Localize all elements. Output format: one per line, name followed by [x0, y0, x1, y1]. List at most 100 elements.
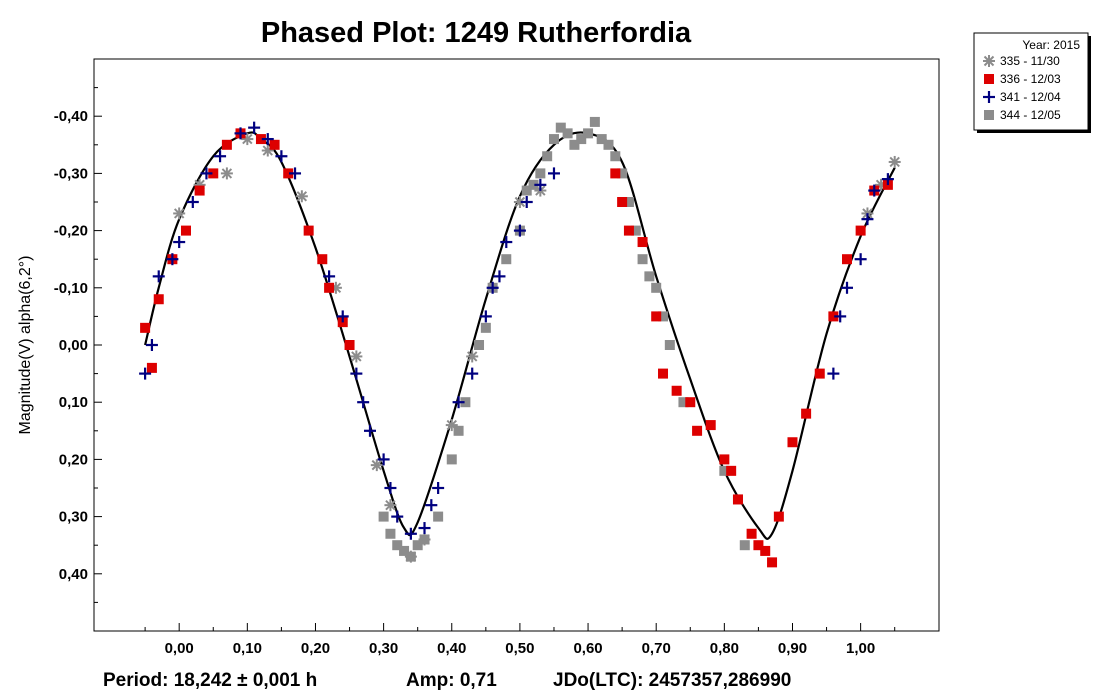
data-point — [474, 340, 485, 350]
data-point — [521, 185, 532, 196]
data-point — [854, 253, 867, 266]
x-tick-label: 0,00 — [165, 640, 194, 657]
y-axis: -0,40 -0,30 -0,20 -0,10 0,00 0,10 0,20 0,30 0,40 — [54, 87, 102, 603]
data-point — [623, 225, 634, 236]
data-point — [166, 253, 179, 266]
y-tick-label: -0,20 — [54, 223, 88, 240]
data-point — [445, 419, 458, 432]
x-tick-label: 0,50 — [505, 640, 534, 657]
data-point — [404, 550, 417, 563]
data-point — [651, 282, 662, 293]
footer-period: Period: 18,242 ± 0,001 h — [103, 670, 317, 691]
data-point — [760, 545, 771, 556]
legend: Year: 2015 335 - 11/30 336 - 12/03 341 - 1… — [973, 32, 1091, 133]
legend-header: Year: 2015 — [1022, 38, 1080, 52]
x-tick-label: 1,00 — [846, 640, 875, 657]
legend-label: 341 - 12/04 — [1000, 90, 1061, 104]
data-point — [377, 453, 390, 466]
data-point — [596, 134, 607, 145]
data-point — [194, 185, 205, 196]
data-point — [589, 116, 600, 127]
data-point — [855, 225, 866, 236]
y-tick-label: -0,40 — [54, 108, 88, 125]
data-point — [753, 540, 764, 551]
data-point — [392, 540, 403, 551]
data-point — [637, 254, 648, 265]
data-point — [248, 121, 261, 134]
data-point — [671, 385, 682, 396]
data-point — [732, 494, 743, 505]
legend-label: 335 - 11/30 — [1000, 54, 1060, 68]
data-point — [542, 151, 553, 162]
data-point — [466, 367, 479, 380]
data-point — [145, 339, 158, 351]
y-tick-label: 0,30 — [59, 509, 88, 526]
x-tick-label: 0,90 — [778, 640, 807, 657]
data-point — [378, 511, 389, 522]
data-point — [610, 168, 621, 179]
data-point — [221, 139, 232, 150]
data-point — [208, 168, 219, 179]
data-point — [603, 139, 614, 150]
data-point — [692, 425, 703, 436]
data-point — [583, 128, 594, 139]
data-point — [283, 168, 294, 179]
data-point — [520, 196, 533, 208]
y-tick-label: -0,30 — [54, 165, 88, 182]
data-point — [146, 362, 157, 373]
data-point — [576, 134, 587, 145]
data-point — [140, 322, 151, 333]
chart-title: Phased Plot: 1249 Rutherfordia — [261, 17, 692, 49]
data-point — [881, 173, 894, 186]
data-point — [200, 167, 213, 180]
data-point — [767, 557, 778, 568]
data-point — [630, 225, 641, 236]
data-point — [888, 155, 901, 168]
data-point — [384, 499, 397, 512]
data-point — [399, 545, 410, 556]
data-point — [637, 237, 648, 248]
data-point — [501, 254, 512, 265]
x-tick-label: 0,70 — [642, 640, 671, 657]
legend-marker — [983, 55, 995, 67]
data-point — [323, 270, 336, 283]
data-point — [739, 540, 750, 551]
data-point — [801, 408, 812, 419]
data-point — [404, 527, 417, 540]
data-point — [261, 133, 274, 146]
data-point — [493, 270, 506, 283]
data-point — [370, 459, 383, 472]
data-point — [324, 282, 335, 293]
data-point — [453, 425, 464, 436]
data-point — [317, 254, 328, 265]
data-point — [214, 150, 227, 163]
data-point — [719, 454, 730, 465]
legend-marker — [984, 110, 994, 120]
y-tick-label: 0,40 — [59, 566, 88, 583]
data-point — [548, 134, 559, 145]
data-point — [433, 511, 444, 522]
data-point — [432, 482, 445, 494]
footer-amp: Amp: 0,71 — [406, 670, 497, 691]
data-point — [173, 236, 186, 249]
data-point — [350, 367, 363, 380]
data-point — [658, 368, 669, 379]
y-axis-label: Magnitude(V) alpha(6,2°) — [17, 256, 34, 435]
data-point — [139, 367, 152, 380]
plot-frame — [93, 58, 940, 632]
data-point — [827, 367, 840, 380]
data-point — [173, 207, 186, 220]
data-point — [569, 139, 580, 150]
data-point — [547, 167, 560, 180]
data-point — [384, 482, 397, 494]
data-point — [685, 397, 696, 408]
data-point — [500, 236, 513, 249]
x-axis: 0,00 0,10 0,20 0,30 0,40 0,50 0,60 0,70 0,80 0,90… — [144, 623, 896, 657]
data-point — [479, 310, 492, 323]
data-point — [418, 522, 431, 535]
data-point — [705, 420, 716, 431]
data-point — [841, 281, 854, 294]
data-point — [234, 127, 247, 140]
data-point — [425, 499, 438, 512]
data-point — [513, 224, 526, 237]
